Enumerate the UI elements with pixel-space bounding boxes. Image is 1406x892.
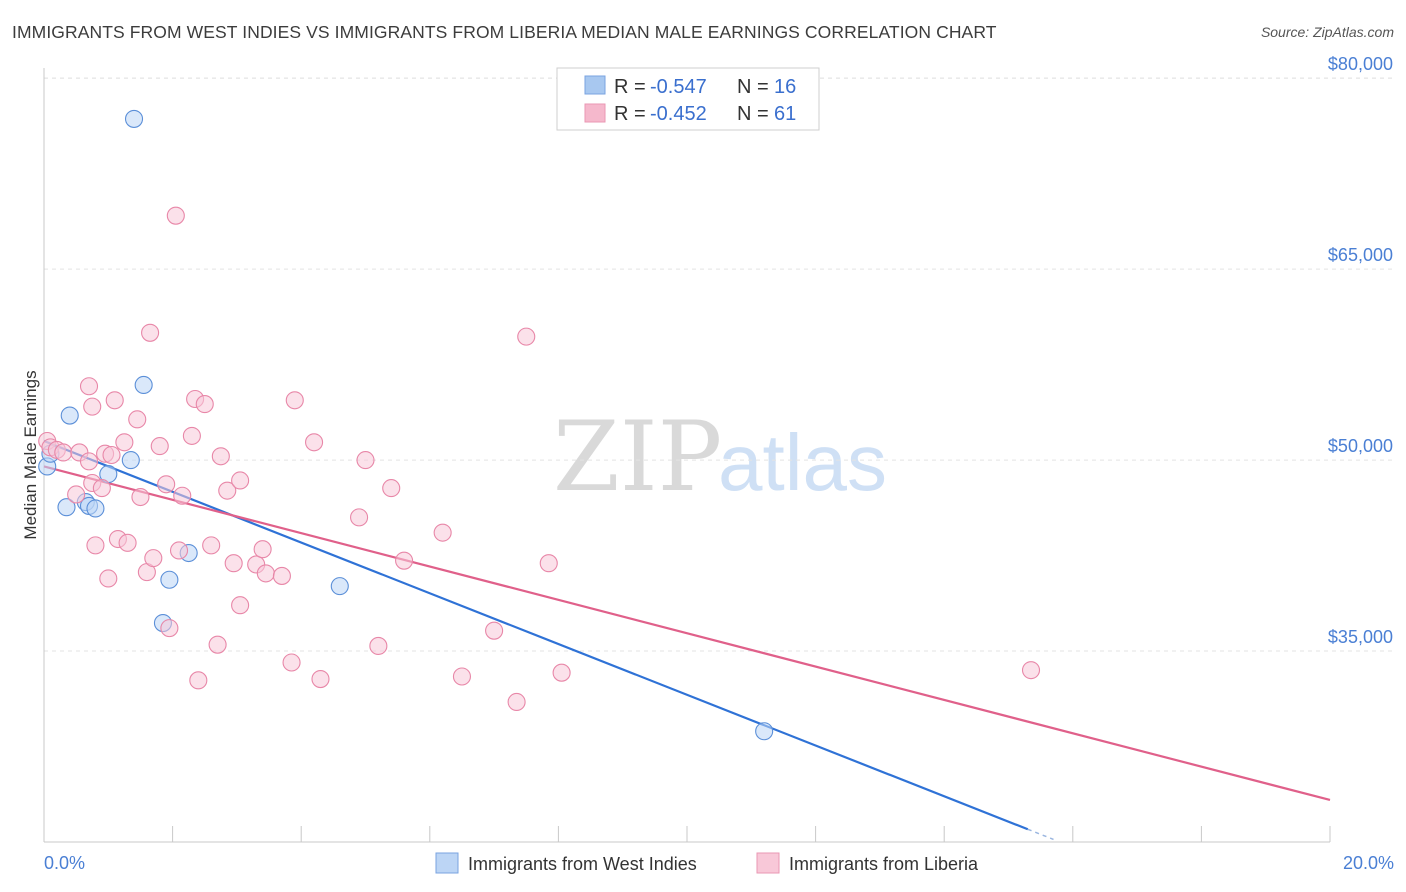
point-liberia — [517, 327, 536, 346]
series-legend-label-liberia: Immigrants from Liberia — [789, 854, 979, 874]
point-liberia — [253, 540, 272, 559]
point-liberia — [160, 619, 179, 638]
point-liberia — [169, 541, 189, 560]
point-liberia — [282, 653, 301, 672]
point-liberia — [182, 426, 201, 445]
point-liberia — [99, 569, 118, 588]
point-liberia — [79, 452, 99, 471]
point-liberia — [485, 621, 504, 640]
series-legend-label-west-indies: Immigrants from West Indies — [468, 854, 697, 874]
data-points — [38, 109, 1041, 741]
series-legend: Immigrants from West Indies Immigrants f… — [435, 852, 979, 874]
point-liberia — [256, 564, 275, 583]
legend-swatch-liberia — [584, 103, 606, 123]
point-west-indies — [330, 577, 349, 596]
point-liberia — [395, 551, 414, 570]
point-liberia — [144, 549, 163, 568]
point-liberia — [105, 391, 124, 410]
point-liberia — [79, 377, 99, 396]
point-liberia — [224, 554, 243, 573]
legend-r-value-2: -0.452 — [650, 103, 707, 125]
point-west-indies — [124, 109, 144, 128]
point-liberia — [231, 471, 250, 490]
point-liberia — [150, 437, 169, 456]
legend-r-label-2: R = — [614, 103, 646, 125]
gridlines — [44, 77, 1394, 652]
point-west-indies — [134, 375, 153, 395]
source-label: Source: ZipAtlas.com — [1260, 24, 1394, 40]
point-liberia — [173, 486, 192, 505]
x-tick-label-min: 0.0% — [44, 853, 85, 873]
y-tick-label: $35,000 — [1328, 627, 1393, 647]
point-liberia — [1021, 661, 1041, 680]
point-liberia — [211, 447, 230, 466]
legend-n-label-1: N = — [737, 76, 769, 98]
point-liberia — [305, 433, 324, 452]
point-west-indies — [160, 570, 179, 589]
series-legend-swatch-liberia — [756, 852, 780, 874]
stats-legend: R = -0.547 N = 16 R = -0.452 N = 61 — [556, 67, 820, 131]
point-west-indies — [755, 722, 774, 741]
legend-r-label-1: R = — [614, 76, 646, 98]
point-liberia — [86, 536, 105, 555]
point-liberia — [131, 487, 150, 507]
x-tick-label-max: 20.0% — [1343, 853, 1394, 873]
point-liberia — [369, 636, 388, 656]
legend-n-value-1: 16 — [774, 76, 796, 98]
point-liberia — [166, 206, 185, 225]
point-liberia — [433, 523, 452, 542]
legend-n-value-2: 61 — [774, 103, 796, 125]
point-liberia — [350, 508, 369, 527]
point-liberia — [195, 395, 214, 414]
point-liberia — [83, 397, 102, 416]
series-legend-swatch-west-indies — [435, 852, 459, 874]
point-west-indies — [121, 451, 140, 470]
point-west-indies — [60, 406, 79, 425]
point-liberia — [128, 410, 147, 429]
point-liberia — [189, 671, 208, 690]
chart-title: IMMIGRANTS FROM WEST INDIES VS IMMIGRANT… — [12, 22, 997, 42]
y-axis-label: Median Male Earnings — [21, 370, 40, 539]
point-liberia — [452, 667, 472, 686]
watermark-atlas: atlas — [718, 418, 887, 507]
point-liberia — [356, 451, 375, 470]
legend-n-label-2: N = — [737, 103, 769, 125]
y-tick-label: $80,000 — [1328, 54, 1393, 74]
point-liberia — [285, 391, 304, 410]
trend-extension-west-indies — [1027, 828, 1054, 841]
legend-swatch-west-indies — [584, 75, 606, 95]
point-liberia — [115, 433, 134, 452]
trend-lines — [43, 439, 1331, 841]
point-liberia — [208, 635, 227, 654]
point-liberia — [92, 479, 111, 498]
point-liberia — [272, 566, 291, 585]
point-liberia — [102, 445, 121, 465]
trend-line-west-indies — [43, 439, 1029, 831]
point-liberia — [202, 536, 221, 555]
point-liberia — [382, 479, 401, 498]
point-liberia — [231, 596, 250, 615]
point-liberia — [218, 481, 237, 500]
point-liberia — [118, 533, 137, 552]
point-liberia — [67, 485, 86, 504]
trend-line-liberia — [43, 465, 1331, 802]
point-liberia — [539, 554, 558, 573]
y-tick-label: $50,000 — [1328, 436, 1393, 456]
point-liberia — [311, 670, 330, 689]
legend-r-value-1: -0.547 — [650, 76, 707, 98]
point-liberia — [157, 475, 176, 494]
point-liberia — [507, 692, 526, 712]
point-liberia — [54, 443, 73, 462]
point-west-indies — [57, 498, 76, 517]
point-liberia — [141, 323, 160, 342]
point-west-indies — [86, 499, 105, 518]
point-liberia — [552, 663, 571, 682]
watermark-zip: ZIP — [553, 401, 722, 513]
y-tick-label: $65,000 — [1328, 245, 1393, 265]
